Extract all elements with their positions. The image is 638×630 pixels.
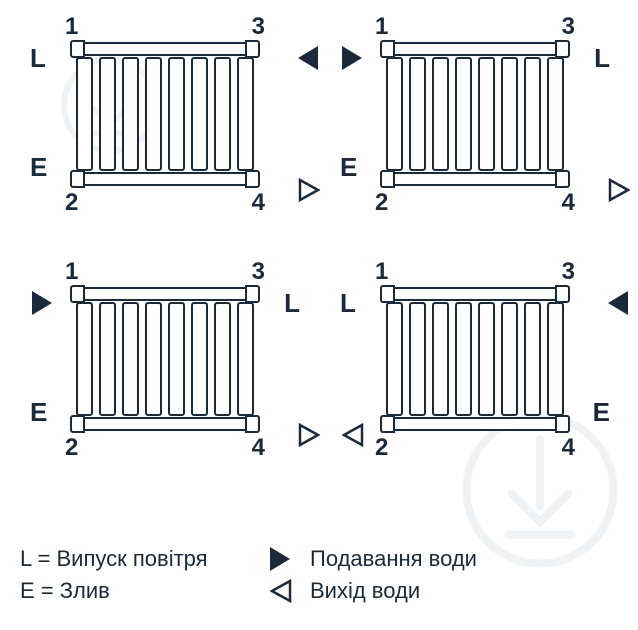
radiator [70,40,260,185]
port-number-3: 3 [252,260,265,284]
port-label-E: E [30,399,47,425]
outlet-arrow-icon [608,178,628,202]
radiator-footer [380,415,570,433]
radiator-header [380,285,570,303]
port-label-E: E [30,154,47,180]
port-label-L: L [340,290,356,316]
radiator-footer [70,415,260,433]
variant-top-left: 1 3 2 4 L E [20,10,310,220]
legend-L-text: L = Випуск повітря [20,546,270,572]
radiator-tubes [76,49,254,179]
radiator-tubes [76,294,254,424]
radiator [380,40,570,185]
port-number-1: 1 [65,15,78,39]
port-number-3: 3 [562,15,575,39]
radiator [380,285,570,430]
port-number-1: 1 [65,260,78,284]
legend-outlet-text: Вихід води [310,578,420,604]
port-number-3: 3 [252,15,265,39]
legend-supply-icon [270,547,310,571]
legend-row-L: L = Випуск повітря Подавання води [20,546,620,572]
supply-arrow-icon [32,291,52,315]
supply-arrow-icon [342,46,362,70]
outlet-arrow-icon [298,423,318,447]
radiator-header [70,40,260,58]
port-number-4: 4 [252,191,265,215]
port-number-1: 1 [375,260,388,284]
port-number-4: 4 [562,436,575,460]
port-number-2: 2 [375,191,388,215]
radiator-footer [380,170,570,188]
port-number-1: 1 [375,15,388,39]
supply-arrow-icon [298,46,318,70]
legend-row-E: E = Злив Вихід води [20,578,620,604]
port-number-2: 2 [375,436,388,460]
outlet-arrow-icon [342,423,362,447]
diagram-canvas: 1 3 2 4 L E 1 3 2 4 E L 1 3 2 4 E [0,0,638,630]
legend-outlet-icon [270,579,310,603]
port-label-L: L [30,45,46,71]
legend-E-text: E = Злив [20,578,270,604]
outlet-arrow-icon [298,178,318,202]
port-number-4: 4 [562,191,575,215]
port-number-3: 3 [562,260,575,284]
legend-supply-text: Подавання води [310,546,477,572]
port-label-L: L [594,45,610,71]
radiator-tubes [386,49,564,179]
radiator-header [380,40,570,58]
port-label-E: E [593,399,610,425]
radiator [70,285,260,430]
supply-arrow-icon [608,291,628,315]
variant-bottom-right: 1 3 2 4 L E [330,255,620,465]
port-number-2: 2 [65,191,78,215]
radiator-footer [70,170,260,188]
port-label-E: E [340,154,357,180]
radiator-header [70,285,260,303]
radiator-tubes [386,294,564,424]
legend: L = Випуск повітря Подавання води E = Зл… [20,540,620,610]
port-number-4: 4 [252,436,265,460]
port-number-2: 2 [65,436,78,460]
variant-top-right: 1 3 2 4 E L [330,10,620,220]
variant-bottom-left: 1 3 2 4 E L [20,255,310,465]
port-label-L: L [284,290,300,316]
